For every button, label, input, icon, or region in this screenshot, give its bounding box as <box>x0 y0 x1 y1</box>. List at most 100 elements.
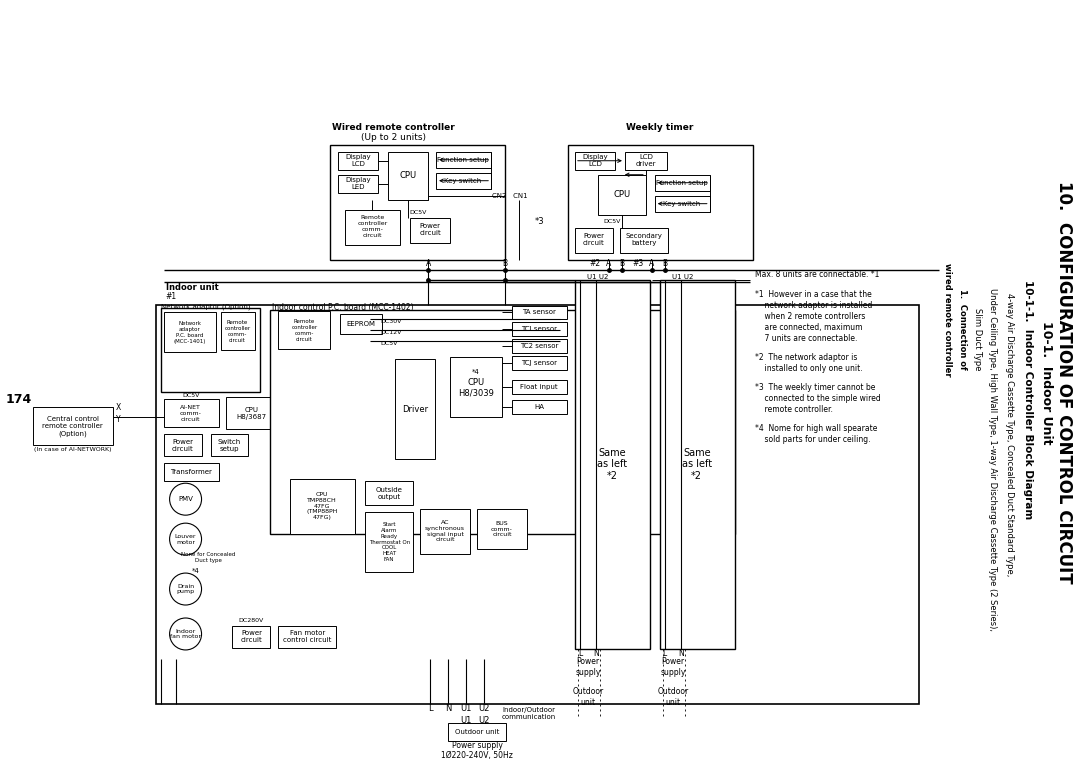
Text: Outdoor unit: Outdoor unit <box>455 729 499 735</box>
Text: A: A <box>426 259 431 268</box>
Text: DC12V: DC12V <box>380 330 402 335</box>
Text: N: N <box>678 649 684 658</box>
Bar <box>512 401 567 414</box>
Text: Power supply
1Ø220-240V, 50Hz: Power supply 1Ø220-240V, 50Hz <box>441 741 513 761</box>
Text: Function setup: Function setup <box>656 180 707 185</box>
Text: X: X <box>116 403 121 412</box>
Text: *4  Nome for high wall spearate: *4 Nome for high wall spearate <box>755 423 877 433</box>
Text: Display
LCD: Display LCD <box>346 154 372 167</box>
Bar <box>163 434 202 456</box>
Text: Remote
controller
comm-
circuit: Remote controller comm- circuit <box>357 215 388 238</box>
Bar <box>163 463 218 481</box>
Text: U2: U2 <box>478 716 489 726</box>
Bar <box>512 340 567 353</box>
Text: N: N <box>593 649 598 658</box>
Text: Indoor/Outdoor
communication: Indoor/Outdoor communication <box>502 707 556 720</box>
Text: Function setup: Function setup <box>437 156 489 163</box>
Bar <box>220 313 256 350</box>
Text: CPU: CPU <box>613 190 631 199</box>
Bar <box>620 227 667 253</box>
Text: U1 U2: U1 U2 <box>672 274 693 279</box>
Text: Weekly timer: Weekly timer <box>626 124 693 132</box>
Text: CPU: CPU <box>400 171 417 180</box>
Text: 10-1-1.  Indoor Controller Block Diagram: 10-1-1. Indoor Controller Block Diagram <box>1023 280 1034 519</box>
Bar <box>330 145 505 259</box>
Bar <box>338 152 378 169</box>
Text: Same
as left
*2: Same as left *2 <box>681 448 712 481</box>
Text: 4-way Air Discharge Cassette Type, Concealed Duct Standard Type,: 4-way Air Discharge Cassette Type, Conce… <box>1004 293 1014 576</box>
Text: Power
supply: Power supply <box>660 657 686 677</box>
Text: TCJ sensor: TCJ sensor <box>521 360 557 366</box>
Text: Max. 8 units are connectable. *1: Max. 8 units are connectable. *1 <box>755 270 879 279</box>
Text: Key switch: Key switch <box>663 201 701 207</box>
Text: TA sensor: TA sensor <box>522 310 556 315</box>
Bar <box>436 172 491 188</box>
Bar <box>448 723 507 741</box>
Text: #2: #2 <box>590 259 600 268</box>
Text: DC280V: DC280V <box>239 619 265 623</box>
Bar <box>338 175 378 193</box>
Bar <box>420 509 470 554</box>
Text: Transformer: Transformer <box>170 469 212 475</box>
Text: Driver: Driver <box>402 405 429 414</box>
Text: installed to only one unit.: installed to only one unit. <box>755 364 862 373</box>
Text: DC5V: DC5V <box>604 219 621 224</box>
Bar <box>450 357 502 417</box>
Text: HA: HA <box>534 404 544 410</box>
Text: L: L <box>428 704 432 713</box>
Text: U2: U2 <box>478 704 489 713</box>
Text: A: A <box>606 259 611 268</box>
Text: Switch
setup: Switch setup <box>218 439 241 452</box>
Text: U1: U1 <box>460 704 472 713</box>
Text: *3  The weekly timer cannot be: *3 The weekly timer cannot be <box>755 383 875 392</box>
Bar <box>395 359 435 459</box>
Bar <box>388 152 428 200</box>
Text: Power
circuit: Power circuit <box>241 630 262 643</box>
Text: LCD
driver: LCD driver <box>635 154 656 167</box>
Text: 1.  Connection of: 1. Connection of <box>958 289 967 370</box>
Bar <box>660 279 734 649</box>
Bar <box>279 626 336 648</box>
Text: Remote
controller
comm-
circuit: Remote controller comm- circuit <box>292 319 318 342</box>
Bar <box>410 217 450 243</box>
Text: AC
synchronous
signal input
circuit: AC synchronous signal input circuit <box>426 520 465 542</box>
Bar <box>279 311 330 349</box>
Bar <box>654 195 710 211</box>
Bar <box>232 626 270 648</box>
Text: are connected, maximum: are connected, maximum <box>755 323 862 332</box>
Text: network adaptor is installed: network adaptor is installed <box>755 301 872 310</box>
Text: N: N <box>445 704 451 713</box>
Bar <box>654 175 710 191</box>
Text: Under Ceiling Type, High Wall Type, 1-way Air Discharge Cassette Type (2 Series): Under Ceiling Type, High Wall Type, 1-wa… <box>988 288 997 631</box>
Text: U1: U1 <box>460 716 472 726</box>
Bar <box>365 481 414 505</box>
Text: TCI sensor: TCI sensor <box>521 327 557 333</box>
Text: CN2   CN1: CN2 CN1 <box>492 193 528 198</box>
Text: DC5V: DC5V <box>380 341 397 346</box>
Bar <box>575 152 615 169</box>
Text: Start
Alarm
Ready
Thermostat On
COOL
HEAT
FAN: Start Alarm Ready Thermostat On COOL HEA… <box>368 522 410 562</box>
Text: L: L <box>663 649 667 658</box>
Bar <box>163 313 216 353</box>
Bar <box>32 407 112 446</box>
Bar <box>436 152 491 168</box>
Bar <box>270 310 734 534</box>
Bar <box>477 509 527 549</box>
Bar <box>365 512 414 572</box>
Text: A: A <box>649 259 654 268</box>
Text: Display
LED: Display LED <box>346 177 372 190</box>
Text: *4: *4 <box>191 568 200 574</box>
Text: *3: *3 <box>536 217 544 226</box>
Text: 174: 174 <box>5 393 32 406</box>
Text: Same
as left
*2: Same as left *2 <box>597 448 627 481</box>
Text: B: B <box>502 259 508 268</box>
Text: TC2 sensor: TC2 sensor <box>519 343 558 349</box>
Text: Outside
output: Outside output <box>376 487 403 500</box>
Bar <box>568 145 753 259</box>
Text: B: B <box>662 259 667 268</box>
Text: Fan motor
control circuit: Fan motor control circuit <box>283 630 332 643</box>
Bar <box>512 356 567 370</box>
Bar <box>512 305 567 320</box>
Text: connected to the simple wired: connected to the simple wired <box>755 394 880 403</box>
Text: Power
circuit: Power circuit <box>419 223 441 236</box>
